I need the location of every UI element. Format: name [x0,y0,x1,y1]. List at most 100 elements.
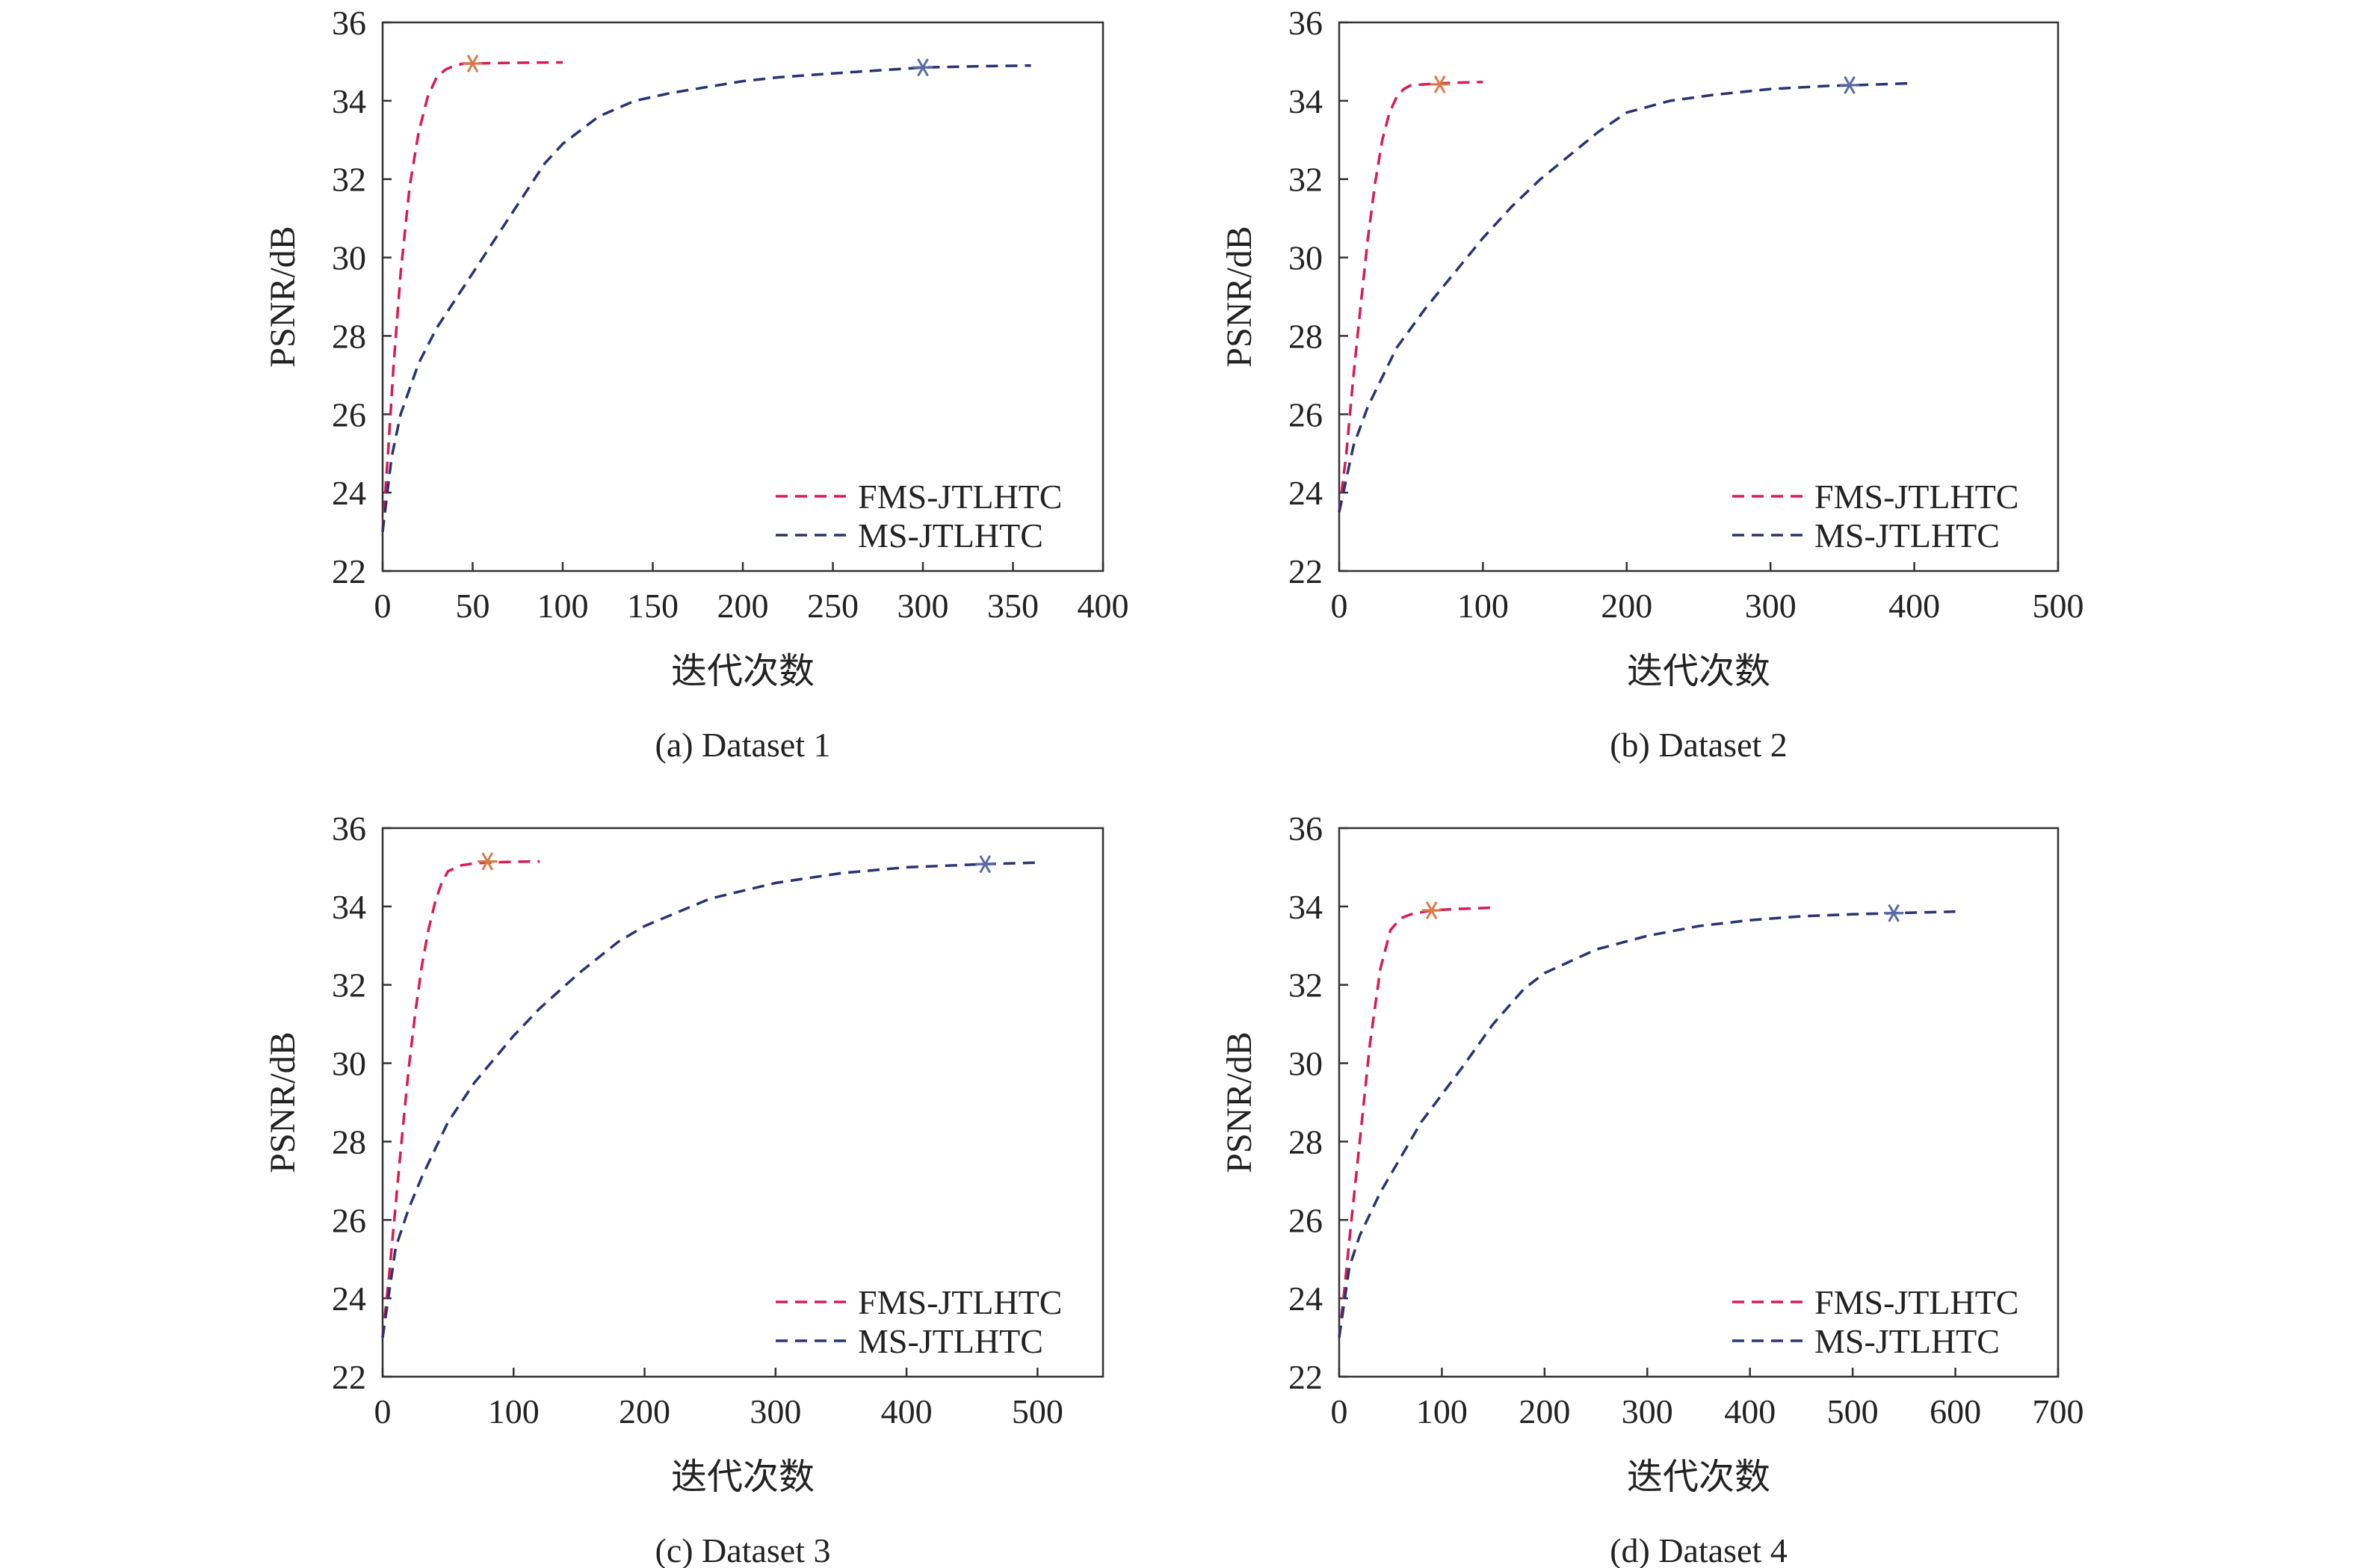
y-tick-label: 22 [1288,1358,1323,1396]
x-tick-label: 0 [1331,587,1348,625]
y-tick-label: 26 [332,1201,366,1239]
panel-caption: (d) Dataset 4 [1610,1531,1788,1568]
convergence-marker-fms-jtlhtc [1430,75,1450,93]
panel-caption: (a) Dataset 1 [655,726,831,764]
legend-entry: MS-JTLHTC [776,1322,1043,1360]
y-tick-label: 24 [1288,474,1323,512]
legend-label: FMS-JTLHTC [1814,1283,2018,1321]
x-axis-label: 迭代次数 [1627,652,1770,691]
x-tick-label: 200 [619,1392,670,1430]
legend-entry: FMS-JTLHTC [1732,478,2018,516]
y-tick-label: 36 [332,809,366,848]
y-tick-label: 22 [332,552,366,590]
legend-entry: FMS-JTLHTC [776,478,1062,516]
legend-entry: MS-JTLHTC [1732,516,2000,555]
x-tick-label: 100 [537,587,589,625]
x-tick-label: 250 [807,587,859,625]
x-tick-label: 300 [750,1392,801,1430]
x-tick-label: 300 [898,587,949,625]
y-tick-label: 34 [332,82,366,120]
panel-caption: (b) Dataset 2 [1610,726,1788,764]
x-tick-label: 400 [1888,587,1940,625]
y-tick-label: 30 [1288,1045,1323,1083]
y-tick-label: 34 [1288,888,1323,926]
y-tick-label: 34 [332,888,366,926]
series-line-ms-jtlhtc [1338,910,1956,1338]
x-tick-label: 0 [1331,1392,1348,1430]
series-line-ms-jtlhtc [1338,81,1915,513]
panel-3: 0 100 200 300 400 500 22 24 26 28 30 32 34 36 迭代次数 PSNR… [263,809,1105,1568]
y-tick-label: 30 [332,239,366,277]
convergence-marker-ms-jtlhtc [913,58,933,77]
y-axis-label: PSNR/dB [263,226,303,367]
x-tick-label: 0 [374,587,392,625]
x-tick-label: 200 [1601,587,1652,625]
y-tick-label: 32 [1288,161,1323,199]
y-tick-label: 32 [332,161,366,199]
y-tick-label: 36 [1288,4,1323,42]
y-tick-label: 32 [1288,966,1323,1004]
x-tick-label: 0 [374,1392,392,1430]
convergence-marker-fms-jtlhtc [478,852,498,871]
x-tick-label: 200 [1519,1392,1570,1430]
panel-1: 0 50 100 150 200 250 300 350 400 22 24 26 28 30 32 34 36… [263,4,1129,764]
plot-frame [1338,21,2060,572]
y-tick-label: 34 [1288,82,1323,120]
x-tick-label: 300 [1745,587,1797,625]
x-tick-label: 400 [1078,587,1129,625]
x-tick-label: 300 [1622,1392,1673,1430]
x-tick-label: 200 [717,587,769,625]
y-tick-label: 24 [1288,1280,1323,1318]
y-tick-label: 22 [332,1358,366,1396]
legend-label: FMS-JTLHTC [1814,478,2018,516]
convergence-marker-ms-jtlhtc [975,855,995,874]
legend-label: FMS-JTLHTC [858,1283,1062,1321]
y-tick-label: 28 [332,1123,366,1161]
convergence-marker-fms-jtlhtc [463,55,483,73]
x-tick-label: 400 [1724,1392,1776,1430]
x-tick-label: 100 [1457,587,1509,625]
x-tick-label: 150 [627,587,679,625]
y-tick-label: 22 [1288,552,1323,590]
plot-frame [381,827,1105,1378]
y-tick-label: 26 [332,395,366,433]
x-tick-label: 400 [881,1392,933,1430]
y-tick-label: 36 [1288,809,1323,848]
series-line-fms-jtlhtc [1338,80,1483,513]
x-tick-label: 100 [488,1392,540,1430]
y-tick-label: 32 [332,966,366,1004]
y-tick-label: 30 [332,1045,366,1083]
y-tick-label: 24 [332,474,366,512]
y-tick-label: 36 [332,4,366,42]
series-line-ms-jtlhtc [381,861,1038,1338]
panel-caption: (c) Dataset 3 [655,1531,831,1568]
x-tick-label: 50 [456,587,490,625]
y-tick-label: 26 [1288,395,1323,433]
legend-entry: MS-JTLHTC [1732,1322,2000,1360]
series-line-ms-jtlhtc [381,64,1031,532]
x-tick-label: 500 [1827,1392,1879,1430]
panel-4: 0 100 200 300 400 500 600 700 22 24 26 28 30 32 34 36 迭代… [1220,809,2084,1568]
y-axis-label: PSNR/dB [263,1031,303,1173]
convergence-marker-fms-jtlhtc [1421,901,1442,920]
legend-label: MS-JTLHTC [858,516,1043,555]
plot-frame [1338,827,2060,1378]
legend-label: FMS-JTLHTC [858,478,1062,516]
y-tick-label: 28 [1288,317,1323,355]
y-tick-label: 28 [332,317,366,355]
y-tick-label: 30 [1288,239,1323,277]
y-axis-label: PSNR/dB [1220,226,1259,367]
legend-entry: FMS-JTLHTC [1732,1283,2018,1321]
legend-entry: MS-JTLHTC [776,516,1043,555]
x-tick-label: 100 [1416,1392,1468,1430]
convergence-marker-ms-jtlhtc [1884,904,1904,922]
x-tick-label: 350 [987,587,1039,625]
y-tick-label: 24 [332,1280,366,1318]
legend-label: MS-JTLHTC [1814,516,2000,555]
x-tick-label: 700 [2033,1392,2084,1430]
y-tick-label: 26 [1288,1201,1323,1239]
x-tick-label: 500 [2033,587,2084,625]
y-axis-label: PSNR/dB [1220,1031,1259,1173]
series-line-fms-jtlhtc [381,61,563,532]
